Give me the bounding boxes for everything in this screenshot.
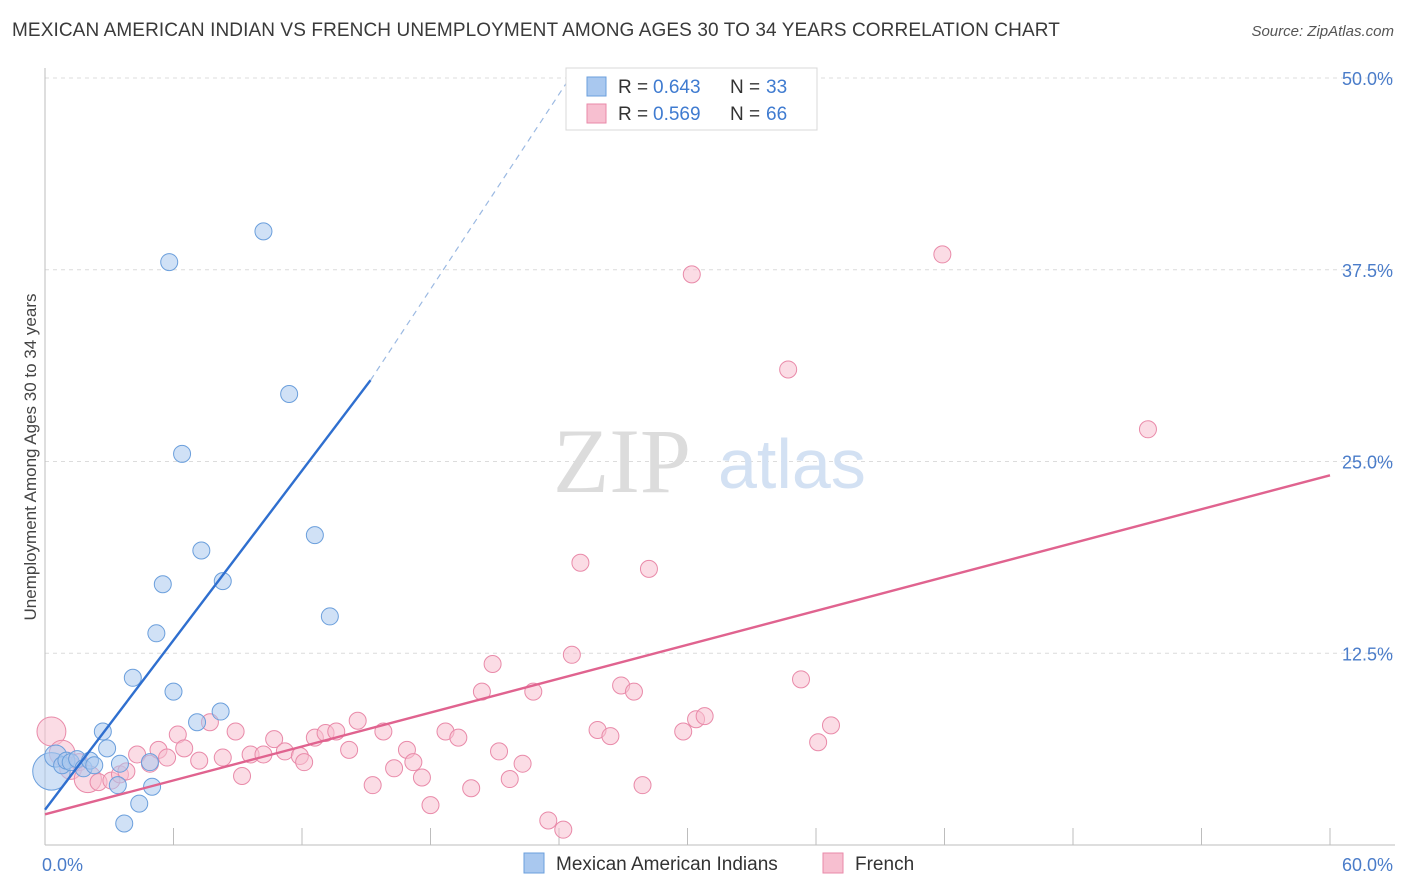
scatter-point-french: [295, 753, 314, 772]
watermark-atlas: atlas: [718, 425, 866, 503]
scatter-point-french: [421, 796, 440, 815]
scatter-point-french: [513, 754, 532, 773]
y-tick-label: 37.5%: [1342, 261, 1393, 281]
scatter-point-mexican-american-indians: [153, 575, 172, 594]
chart-title: MEXICAN AMERICAN INDIAN VS FRENCH UNEMPL…: [12, 20, 1060, 41]
legend-swatch-french: [822, 852, 844, 874]
scatter-point-french: [404, 753, 423, 772]
scatter-point-mexican-american-indians: [147, 624, 166, 643]
legend-swatch-mexican-american-indians: [523, 852, 545, 874]
y-tick-label: 12.5%: [1342, 644, 1393, 664]
scatter-point-french: [779, 360, 798, 379]
trend-line-mexican-american-indians: [44, 379, 372, 811]
legend-stats-r-value-blue: 0.643: [653, 77, 701, 98]
scatter-point-french: [385, 759, 404, 778]
y-axis-title: Unemployment Among Ages 30 to 34 years: [21, 294, 40, 621]
scatter-point-french: [233, 766, 252, 785]
scatter-point-french: [674, 722, 693, 741]
y-tick-label: 50.0%: [1342, 69, 1393, 89]
scatter-point-mexican-american-indians: [173, 444, 192, 463]
scatter-point-mexican-american-indians: [305, 526, 324, 545]
scatter-point-french: [462, 779, 481, 798]
legend-stats-r-value-pink: 0.569: [653, 104, 701, 125]
scatter-point-mexican-american-indians: [192, 541, 211, 560]
scatter-point-french: [821, 716, 840, 735]
scatter-point-french: [158, 748, 177, 767]
scatter-point-mexican-american-indians: [115, 814, 134, 833]
scatter-point-mexican-american-indians: [85, 756, 104, 775]
scatter-point-french: [1138, 420, 1157, 439]
scatter-point-mexican-american-indians: [110, 754, 129, 773]
legend-stats-n-value-blue: 33: [766, 77, 787, 98]
legend: Mexican American Indians French: [523, 852, 914, 875]
legend-stats-swatch-blue: [586, 76, 607, 97]
legend-stats-n-label-pink: N =: [730, 104, 760, 125]
data-points: [32, 222, 1157, 839]
legend-stats: R = 0.643 N = 33 R = 0.569 N = 66: [565, 67, 818, 131]
watermark: ZIP atlas: [553, 410, 866, 512]
legend-label-mexican-american-indians: Mexican American Indians: [556, 854, 778, 875]
scatter-point-french: [213, 748, 232, 767]
scatter-point-french: [624, 682, 643, 701]
scatter-point-french: [483, 654, 502, 673]
axes: [44, 68, 1395, 846]
scatter-point-mexican-american-indians: [98, 739, 117, 758]
legend-stats-r-label-blue: R =: [618, 77, 648, 98]
scatter-point-mexican-american-indians: [108, 776, 127, 795]
scatter-point-french: [500, 770, 519, 789]
scatter-point-french: [348, 711, 367, 730]
scatter-point-mexican-american-indians: [213, 572, 232, 591]
legend-label-french: French: [855, 854, 914, 875]
scatter-point-french: [682, 265, 701, 284]
scatter-point-french: [633, 776, 652, 795]
scatter-point-french: [175, 739, 194, 758]
x-tick-label: 60.0%: [1342, 855, 1393, 875]
legend-stats-box: [565, 67, 818, 131]
scatter-point-french: [340, 740, 359, 759]
source-label: Source: ZipAtlas.com: [1251, 23, 1394, 40]
scatter-point-french: [695, 707, 714, 726]
scatter-point-mexican-american-indians: [188, 713, 207, 732]
scatter-point-mexican-american-indians: [140, 753, 159, 772]
tick-labels: 12.5% 25.0% 37.5% 50.0% 0.0% 60.0%: [42, 69, 1393, 875]
legend-stats-swatch-pink: [586, 103, 607, 124]
watermark-zip: ZIP: [553, 410, 691, 512]
scatter-point-mexican-american-indians: [130, 794, 149, 813]
scatter-point-french: [639, 559, 658, 578]
trend-extension-mexican-american-indians: [370, 77, 571, 381]
scatter-point-french: [601, 727, 620, 746]
x-tick-label: 0.0%: [42, 855, 83, 875]
gridlines: [45, 77, 1395, 654]
legend-stats-r-label-pink: R =: [618, 104, 648, 125]
scatter-point-mexican-american-indians: [280, 385, 299, 404]
scatter-point-french: [562, 645, 581, 664]
scatter-point-french: [539, 811, 558, 830]
trend-lines: [44, 77, 1331, 816]
scatter-point-french: [554, 820, 573, 839]
y-tick-label: 25.0%: [1342, 453, 1393, 473]
legend-stats-n-label-blue: N =: [730, 77, 760, 98]
scatter-point-mexican-american-indians: [254, 222, 273, 241]
scatter-point-mexican-american-indians: [320, 607, 339, 626]
scatter-point-french: [809, 733, 828, 752]
scatter-point-french: [190, 751, 209, 770]
scatter-point-mexican-american-indians: [160, 253, 179, 272]
scatter-point-french: [226, 722, 245, 741]
legend-stats-n-value-pink: 66: [766, 104, 787, 125]
scatter-point-french: [933, 245, 952, 264]
trend-line-french: [44, 474, 1331, 816]
scatter-point-french: [265, 730, 284, 749]
scatter-point-french: [412, 768, 431, 787]
scatter-point-french: [490, 742, 509, 761]
scatter-point-french: [449, 728, 468, 747]
scatter-point-mexican-american-indians: [123, 668, 142, 687]
scatter-point-mexican-american-indians: [211, 702, 230, 721]
scatter-point-mexican-american-indians: [164, 682, 183, 701]
scatter-point-french: [571, 553, 590, 572]
scatter-point-french: [792, 670, 811, 689]
scatter-point-french: [363, 776, 382, 795]
